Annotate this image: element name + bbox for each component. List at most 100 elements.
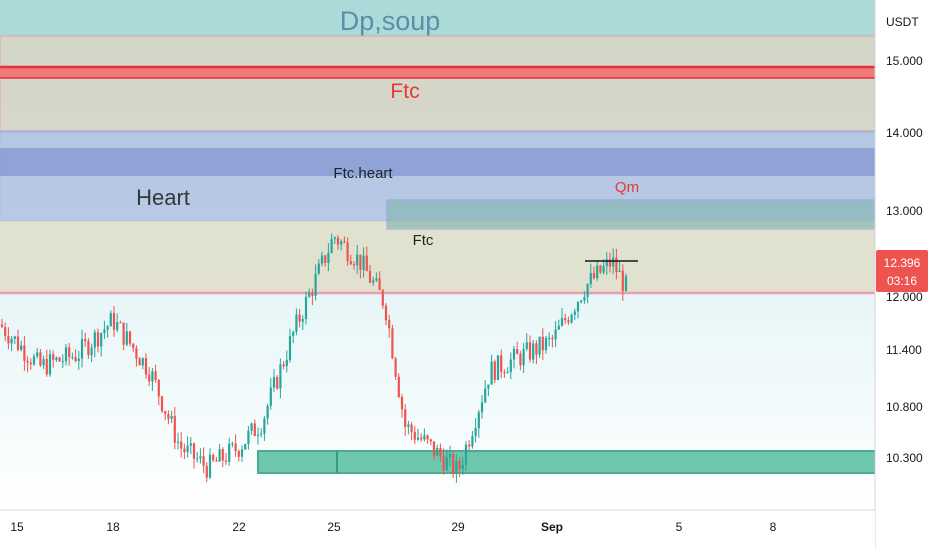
candle-body xyxy=(196,458,199,460)
candle-body xyxy=(605,259,608,266)
time-axis[interactable] xyxy=(0,510,875,550)
candle-body xyxy=(237,451,240,457)
candle-body xyxy=(532,343,535,360)
x-tick: 5 xyxy=(676,520,683,534)
candle-body xyxy=(208,454,212,478)
candle-body xyxy=(576,302,580,312)
candle-body xyxy=(132,343,135,349)
candle-body xyxy=(400,396,404,410)
candle-body xyxy=(103,329,106,334)
candle-body xyxy=(586,283,589,298)
candle-body xyxy=(52,354,55,360)
candle-body xyxy=(535,343,538,355)
candle-body xyxy=(349,261,352,265)
y-tick: 13.000 xyxy=(886,204,923,218)
candle-body xyxy=(164,411,167,414)
candle-body xyxy=(509,359,512,373)
label-heart: Heart xyxy=(136,185,190,210)
candle-body xyxy=(4,326,7,337)
candle-body xyxy=(304,296,308,320)
candle-body xyxy=(496,355,500,380)
candle-body xyxy=(93,332,96,348)
candle-body xyxy=(464,444,468,465)
candle-body xyxy=(269,387,272,406)
candle-body xyxy=(368,271,372,283)
candle-body xyxy=(288,335,292,360)
y-tick: 12.000 xyxy=(886,290,923,304)
candle-body xyxy=(36,352,39,357)
candle-body xyxy=(285,359,288,367)
candle-body xyxy=(583,297,586,301)
candle-body xyxy=(391,328,394,359)
candle-body xyxy=(61,361,64,363)
candle-body xyxy=(205,465,208,478)
label-ftc-top: Ftc xyxy=(390,80,419,103)
candle-body xyxy=(429,439,432,442)
y-tick: 15.000 xyxy=(886,54,923,68)
candle-body xyxy=(356,254,359,266)
candle-body xyxy=(333,237,336,240)
zone-upper-supply xyxy=(0,35,876,133)
candle-body xyxy=(276,377,279,389)
candle-body xyxy=(503,372,506,374)
label-qm: Qm xyxy=(615,179,639,196)
candle-body xyxy=(592,273,596,279)
candle-body xyxy=(423,435,426,440)
current-price-badge: 12.396 03:16 xyxy=(876,250,928,292)
candle-body xyxy=(484,388,487,403)
candle-body xyxy=(407,424,410,427)
candle-body xyxy=(308,292,311,297)
candle-body xyxy=(541,336,544,351)
candle-body xyxy=(346,242,349,262)
candle-body xyxy=(599,265,602,273)
candle-body xyxy=(186,445,189,453)
candle-body xyxy=(122,322,125,345)
candle-body xyxy=(471,436,474,447)
candle-body xyxy=(336,237,340,245)
candle-body xyxy=(621,270,624,292)
candle-body xyxy=(570,314,573,323)
zone-demand xyxy=(257,450,876,474)
candle-body xyxy=(298,314,301,322)
candle-body xyxy=(80,339,84,359)
candle-body xyxy=(381,290,384,306)
candle-body xyxy=(71,357,74,359)
candle-body xyxy=(420,437,423,440)
candle-body xyxy=(234,443,237,452)
candle-body xyxy=(528,342,532,360)
candle-body xyxy=(589,273,592,284)
candle-body xyxy=(330,239,333,253)
candle-body xyxy=(413,432,416,440)
candle-body xyxy=(125,331,128,345)
x-tick-sep: Sep xyxy=(541,520,563,534)
candle-body xyxy=(64,347,68,362)
candle-body xyxy=(394,358,397,377)
candle-body xyxy=(397,376,400,397)
candle-body xyxy=(490,361,493,385)
candle-body xyxy=(320,255,324,264)
zone-ftc-line xyxy=(0,67,875,78)
candle-body xyxy=(564,318,567,321)
candle-body xyxy=(596,265,599,279)
candle-body xyxy=(212,454,215,461)
candle-body xyxy=(112,313,116,330)
candle-body xyxy=(474,428,477,437)
candle-body xyxy=(362,255,365,270)
candle-body xyxy=(292,331,295,336)
y-tick: 10.800 xyxy=(886,400,923,414)
candle-body xyxy=(240,449,244,457)
candle-body xyxy=(199,456,202,459)
candle-body xyxy=(560,318,564,326)
candle-body xyxy=(452,453,455,475)
candle-body xyxy=(372,280,375,283)
candle-body xyxy=(359,254,362,270)
candle-body xyxy=(148,374,151,382)
candle-body xyxy=(426,435,429,440)
candle-body xyxy=(522,348,525,366)
candle-body xyxy=(144,358,148,375)
candle-body xyxy=(116,322,119,330)
x-tick: 8 xyxy=(770,520,777,534)
y-tick: 10.300 xyxy=(886,451,923,465)
candle-body xyxy=(68,347,71,358)
